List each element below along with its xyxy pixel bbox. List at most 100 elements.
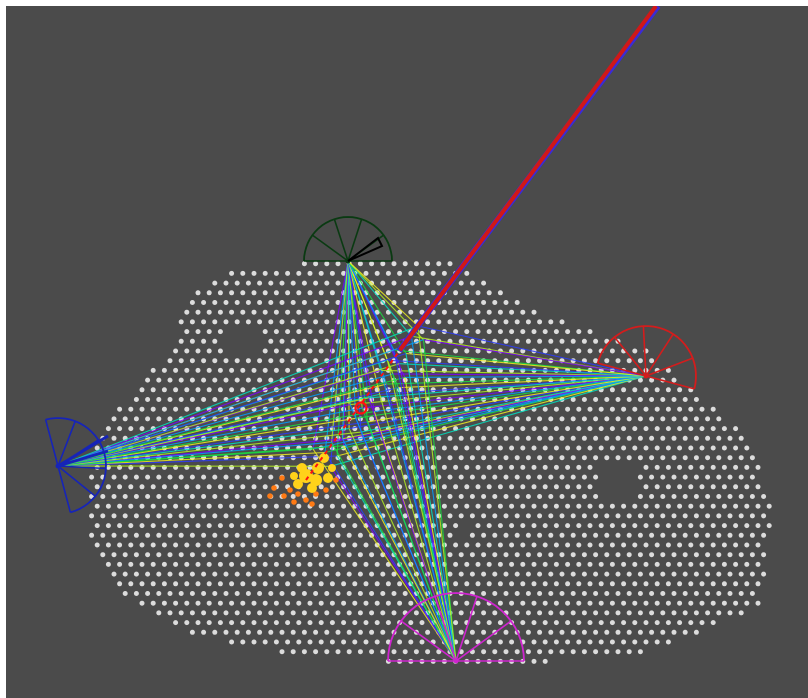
detector-pixel <box>133 416 139 422</box>
detector-pixel <box>469 494 475 499</box>
detector-pixel <box>156 552 162 558</box>
detector-pixel <box>581 338 587 344</box>
detector-pixel <box>201 494 207 499</box>
detector-pixel <box>458 513 464 519</box>
detector-pixel <box>374 600 380 606</box>
detector-pixel <box>201 319 207 325</box>
detector-pixel <box>285 620 291 626</box>
detector-pixel <box>481 377 487 383</box>
detector-pixel <box>649 532 655 538</box>
shower-axis <box>305 349 401 481</box>
shower-core-pixel <box>297 463 307 473</box>
detector-pixel <box>279 513 285 519</box>
detector-pixel <box>649 377 655 383</box>
detector-pixel <box>178 377 184 383</box>
detector-pixel <box>122 416 128 422</box>
detector-pixel <box>486 329 492 335</box>
detector-pixel <box>721 542 727 548</box>
detector-pixel <box>285 464 291 470</box>
detector-pixel <box>637 435 643 441</box>
detector-pixel <box>296 581 302 587</box>
detector-pixel <box>693 494 699 499</box>
light-ray <box>331 442 457 662</box>
detector-pixel <box>268 610 274 616</box>
detector-pixel <box>531 309 537 315</box>
detector-pixel <box>469 532 475 538</box>
detector-pixel <box>693 629 699 635</box>
detector-pixel <box>677 464 683 470</box>
air-shower-scene[interactable] <box>6 6 808 698</box>
detector-pixel <box>475 561 481 567</box>
detector-pixel <box>273 503 279 509</box>
detector-pixel <box>229 600 235 606</box>
detector-pixel <box>262 329 268 335</box>
detector-pixel <box>201 338 207 344</box>
detector-pixel <box>609 542 615 548</box>
detector-pixel <box>705 455 711 461</box>
detector-pixel <box>559 474 565 480</box>
detector-pixel <box>105 561 111 567</box>
detector-pixel <box>738 513 744 519</box>
detector-pixel <box>593 397 599 402</box>
detector-pixel <box>503 300 509 305</box>
detector-pixel <box>621 620 627 626</box>
detector-pixel <box>475 581 481 587</box>
detector-pixel <box>744 523 750 529</box>
detector-pixel <box>497 445 503 451</box>
detector-pixel <box>738 435 744 441</box>
detector-pixel <box>161 523 167 529</box>
detector-pixel <box>598 503 604 509</box>
shower-core-pixel <box>310 474 322 486</box>
detector-pixel <box>279 358 285 364</box>
detector-pixel <box>486 542 492 548</box>
detector-pixel <box>710 426 716 432</box>
detector-pixel <box>318 639 324 645</box>
light-ray <box>405 352 647 377</box>
detector-pixel <box>329 290 335 296</box>
detector-pixel <box>301 629 307 635</box>
detector-pixel <box>122 532 128 538</box>
detector-pixel <box>553 600 559 606</box>
detector-pixel <box>391 261 397 267</box>
detector-pixel <box>576 445 582 451</box>
detector-pixel <box>598 523 604 529</box>
detector-pixel <box>145 552 151 558</box>
detector-pixel <box>352 581 358 587</box>
detector-pixel <box>576 484 582 490</box>
shower-pixel <box>279 475 285 481</box>
detector-pixel <box>637 377 643 383</box>
shower-core-pixel <box>290 472 298 480</box>
detector-pixel <box>626 416 632 422</box>
detector-pixel <box>497 620 503 626</box>
detector-pixel <box>581 610 587 616</box>
detector-pixel <box>682 610 688 616</box>
detector-pixel <box>229 309 235 315</box>
detector-pixel <box>223 474 229 480</box>
detector-pixel <box>593 455 599 461</box>
detector-pixel <box>475 348 481 354</box>
detector-pixel <box>458 571 464 577</box>
detector-pixel <box>727 591 733 596</box>
detector-pixel <box>251 464 257 470</box>
detector-pixel <box>486 290 492 296</box>
detector-pixel <box>408 620 414 626</box>
telescope-site <box>643 373 649 379</box>
detector-pixel <box>699 464 705 470</box>
detector-pixel <box>313 319 319 325</box>
detector-pixel <box>509 600 515 606</box>
detector-pixel <box>307 290 313 296</box>
detector-pixel <box>643 426 649 432</box>
detector-pixel <box>643 600 649 606</box>
shower-viewer-canvas[interactable] <box>6 6 808 698</box>
detector-pixel <box>217 329 223 335</box>
detector-pixel <box>201 513 207 519</box>
detector-pixel <box>525 649 531 655</box>
detector-pixel <box>531 620 537 626</box>
detector-pixel <box>447 494 453 499</box>
detector-pixel <box>234 494 240 499</box>
detector-pixel <box>570 397 576 402</box>
detector-pixel <box>268 629 274 635</box>
detector-pixel <box>397 581 403 587</box>
detector-pixel <box>447 552 453 558</box>
detector-pixel <box>693 552 699 558</box>
